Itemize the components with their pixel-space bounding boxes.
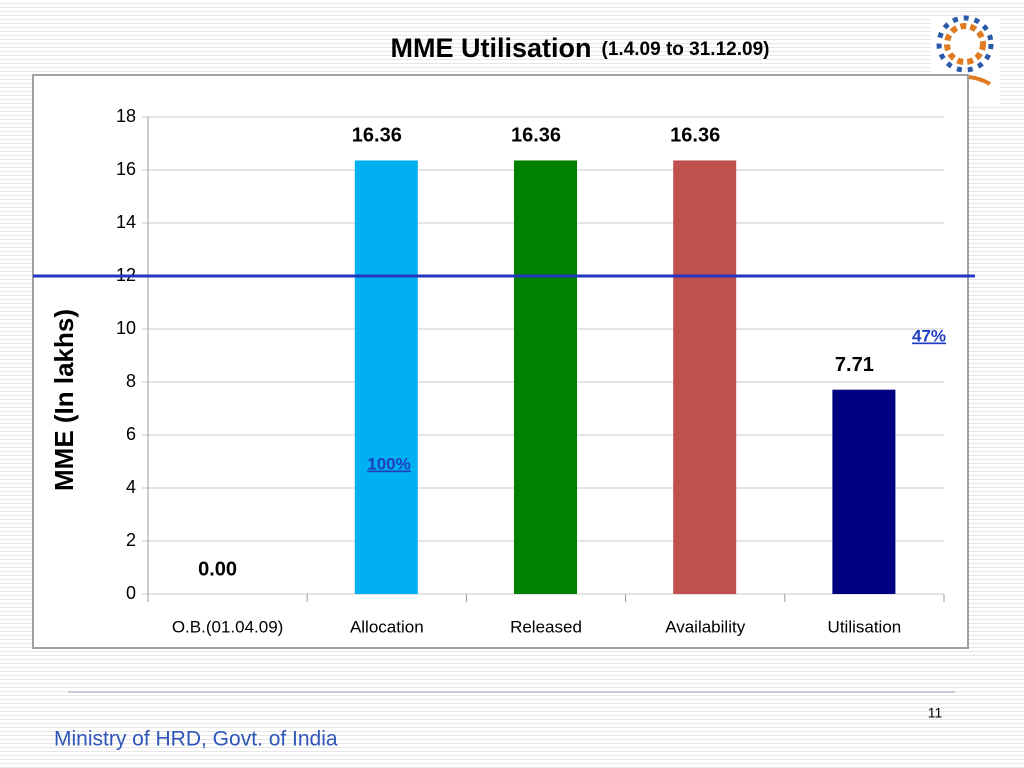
chart-title: MME Utilisation (1.4.09 to 31.12.09): [391, 33, 770, 63]
x-tick-label: Allocation: [350, 617, 424, 636]
y-tick-label: 18: [116, 106, 136, 126]
title: MME Utilisation: [391, 33, 592, 63]
bar: [673, 160, 737, 594]
y-axis-label: MME (In lakhs): [49, 309, 79, 491]
footer-text: Ministry of HRD, Govt. of India: [54, 728, 338, 751]
y-tick-label: 0: [126, 583, 136, 603]
subtitle: (1.4.09 to 31.12.09): [602, 39, 770, 60]
x-tick-label: Utilisation: [828, 617, 902, 636]
y-tick-label: 4: [126, 477, 136, 497]
chart-frame: [32, 74, 969, 649]
value-label: 16.36: [511, 125, 561, 147]
bar: [354, 160, 418, 594]
annotation: 100%: [367, 454, 410, 473]
x-tick-label: O.B.(01.04.09): [172, 617, 284, 636]
bar: [514, 160, 577, 594]
bar: [832, 389, 896, 594]
y-tick-label: 6: [126, 424, 136, 444]
y-tick-label: 14: [116, 212, 136, 232]
value-label: 7.71: [835, 354, 874, 376]
annotation: 47%: [912, 326, 946, 345]
x-tick-label: Availability: [665, 617, 746, 636]
y-tick-label: 2: [126, 530, 136, 550]
y-tick-label: 8: [126, 371, 136, 391]
value-label: 16.36: [670, 125, 720, 147]
y-tick-label: 16: [116, 159, 136, 179]
value-label: 16.36: [352, 125, 402, 147]
value-label: 0.00: [198, 558, 237, 580]
x-tick-label: Released: [510, 617, 582, 636]
y-tick-label: 10: [116, 318, 136, 338]
page-number: 11: [928, 705, 943, 721]
